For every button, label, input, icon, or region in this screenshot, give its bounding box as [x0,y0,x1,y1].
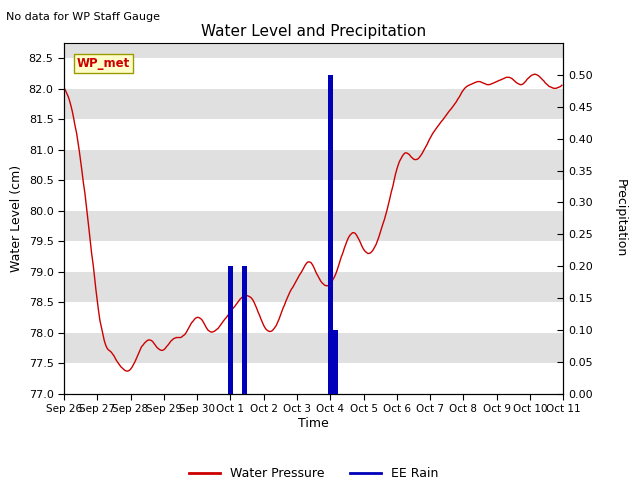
Bar [64,59,563,89]
Bar [242,266,247,394]
Title: Water Level and Precipitation: Water Level and Precipitation [201,24,426,39]
Bar [64,120,563,150]
Legend: Water Pressure, EE Rain: Water Pressure, EE Rain [184,462,444,480]
Bar [64,302,563,333]
Bar [64,363,563,394]
Text: No data for WP Staff Gauge: No data for WP Staff Gauge [6,12,161,22]
Y-axis label: Precipitation: Precipitation [614,179,627,258]
Bar [333,330,339,394]
Bar [328,75,333,394]
Bar [64,241,563,272]
X-axis label: Time: Time [298,417,329,430]
Text: WP_met: WP_met [77,57,130,70]
Y-axis label: Water Level (cm): Water Level (cm) [10,165,23,272]
Bar [228,266,233,394]
Bar [64,180,563,211]
